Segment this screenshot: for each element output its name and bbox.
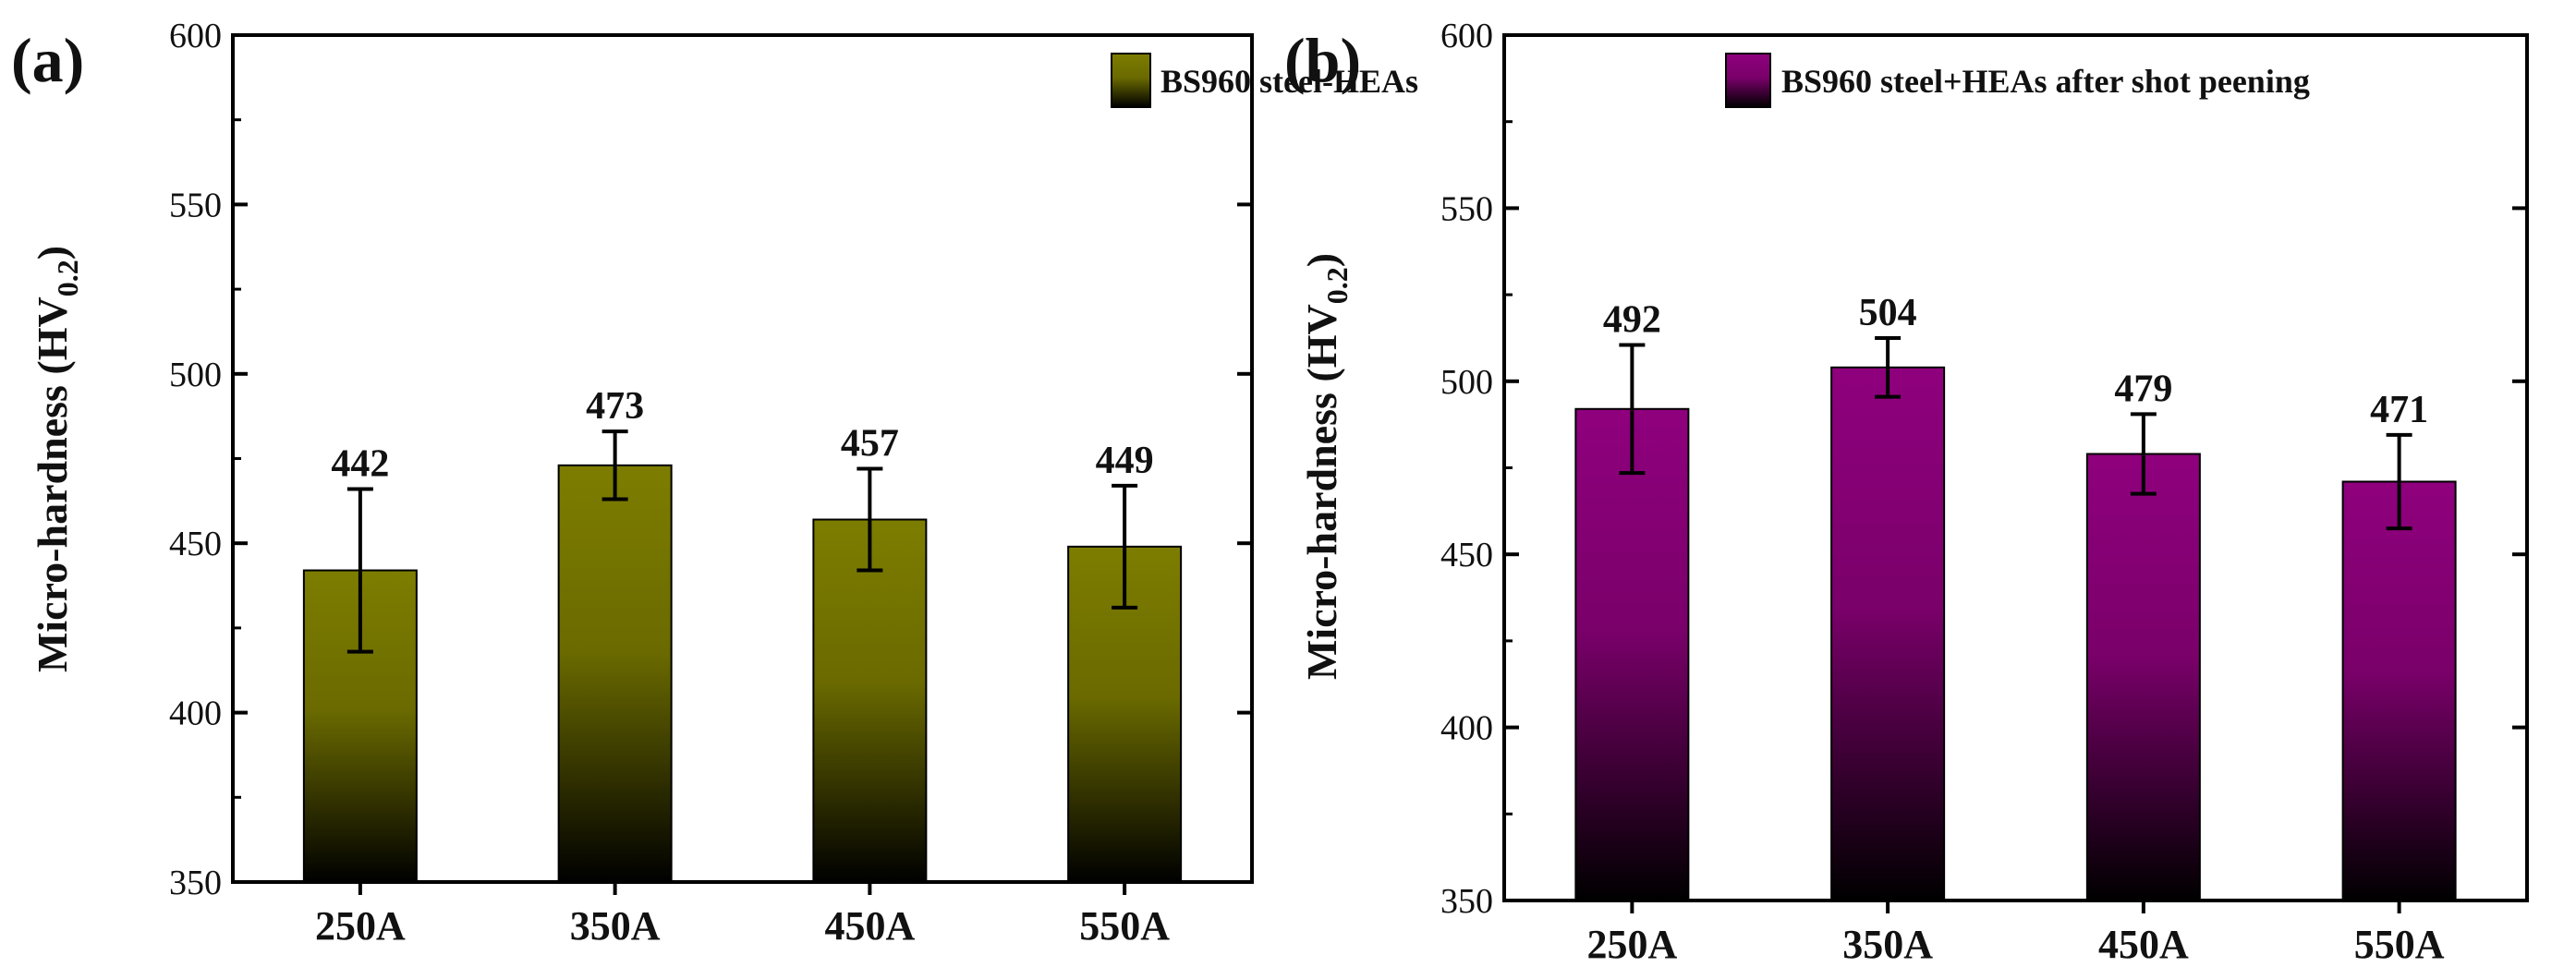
y-tick-label: 550	[169, 186, 222, 224]
data-label: 457	[841, 423, 899, 465]
y-tick-label: 550	[1440, 189, 1493, 228]
panel-label: (b)	[1284, 25, 1361, 95]
x-tick-label: 550A	[1079, 903, 1170, 949]
x-tick-label: 350A	[1842, 922, 1933, 967]
legend-label: BS960 steel+HEAs after shot peening	[1781, 63, 2310, 100]
y-axis-label-main: Micro-hardness (HV	[29, 296, 76, 672]
data-label: 473	[586, 385, 644, 428]
x-tick-label: 550A	[2354, 922, 2445, 967]
panel-b: 350 400 450 500 550 600 492 250A 504 350A 479 450A 4…	[1284, 17, 2529, 967]
y-axis-label: Micro-hardness (HV0.2)	[29, 246, 84, 672]
y-tick-label: 400	[1440, 709, 1493, 748]
bar	[1830, 366, 1946, 902]
data-label: 479	[2114, 368, 2172, 410]
x-tick-label: 450A	[824, 903, 915, 949]
data-label: 492	[1603, 298, 1661, 341]
y-tick-label: 350	[1440, 882, 1493, 921]
y-tick-label: 350	[169, 864, 222, 902]
y-tick-label: 450	[1440, 536, 1493, 574]
y-tick-label: 450	[169, 525, 222, 563]
y-axis-label-subscript: 0.2	[51, 260, 84, 296]
panel-a: 350 400 450 500 550 600 442 250A 473 350A 457 450A 4…	[11, 17, 1418, 949]
y-axis-label-subscript: 0.2	[1320, 267, 1354, 304]
x-tick-label: 350A	[570, 903, 661, 949]
bar	[1574, 407, 1690, 901]
y-tick-label: 500	[169, 356, 222, 394]
legend-swatch	[1111, 53, 1151, 108]
panel-label: (a)	[11, 25, 84, 95]
bar	[557, 464, 673, 883]
y-axis-label-main: Micro-hardness (HV	[1298, 304, 1345, 680]
y-tick-label: 600	[169, 17, 222, 55]
y-axis-label-close: )	[29, 246, 76, 260]
bar	[812, 518, 928, 883]
data-label: 504	[1859, 292, 1917, 334]
y-axis-label: Micro-hardness (HV0.2)	[1298, 253, 1354, 680]
data-label: 449	[1096, 440, 1154, 482]
data-label: 471	[2370, 389, 2428, 431]
legend-swatch	[1725, 53, 1771, 108]
y-tick-label: 500	[1440, 363, 1493, 402]
legend-label: BS960 steel-HEAs	[1160, 63, 1418, 100]
y-tick-label: 600	[1440, 17, 1493, 55]
x-tick-label: 250A	[315, 903, 406, 949]
bar	[2341, 480, 2457, 901]
x-tick-label: 450A	[2098, 922, 2189, 967]
x-tick-label: 250A	[1586, 922, 1677, 967]
data-label: 442	[331, 443, 389, 486]
bar	[2085, 453, 2201, 901]
y-axis-label-close: )	[1298, 253, 1345, 267]
y-tick-label: 400	[169, 695, 222, 733]
